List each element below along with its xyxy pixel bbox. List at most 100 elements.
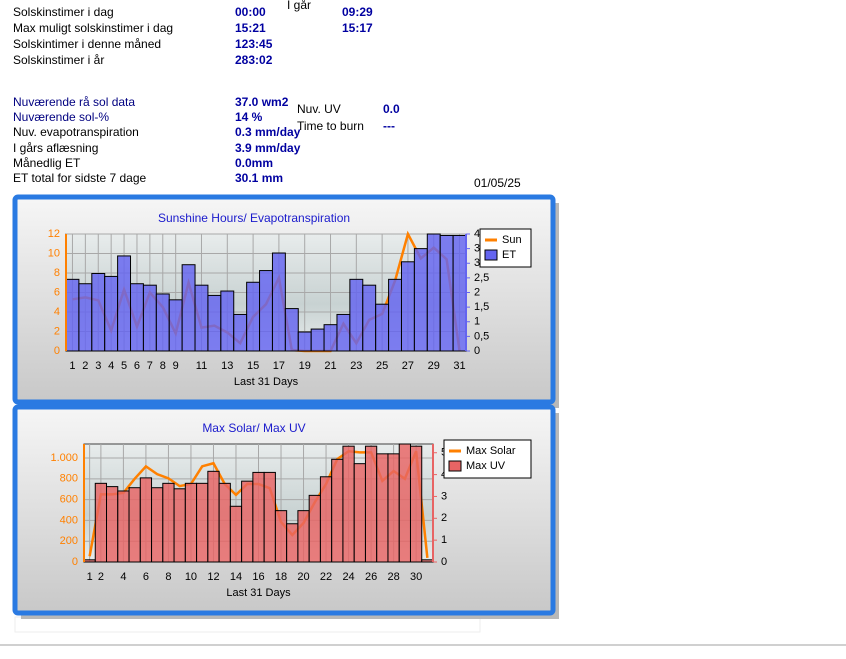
solar-value: 3.9 mm/day — [235, 141, 301, 155]
yesterday-value: 09:29 — [342, 5, 373, 19]
y2-tick-label: 2 — [474, 286, 480, 298]
stat-value: 123:45 — [235, 37, 273, 51]
bar — [106, 486, 119, 563]
x-tick-label: 2 — [98, 571, 104, 583]
legend-label: Max UV — [466, 460, 506, 472]
bar — [184, 482, 198, 563]
bar — [409, 445, 423, 563]
bar — [271, 252, 286, 352]
solar-label: I gårs aflæsning — [13, 141, 98, 155]
x-tick-label: 26 — [365, 571, 377, 583]
stat-value: 15:21 — [235, 21, 266, 35]
x-tick-label: 20 — [297, 571, 309, 583]
solar-label: Nuv. evapotranspiration — [13, 125, 139, 139]
legend-swatch — [484, 249, 498, 261]
bar — [331, 458, 344, 563]
solar-label: Nuværende rå sol data — [13, 95, 135, 109]
bar — [284, 308, 299, 352]
bar — [78, 283, 93, 352]
y-tick-label: 800 — [60, 473, 78, 485]
stat-label: Solskintimer i denne måned — [13, 37, 161, 51]
bar — [94, 482, 108, 563]
y-tick-label: 200 — [60, 535, 78, 547]
y-tick-label: 0 — [72, 556, 78, 568]
bar — [364, 445, 378, 563]
stat-label: Solskinstimer i dag — [13, 5, 114, 19]
bar — [246, 281, 261, 352]
x-tick-label: 10 — [185, 571, 197, 583]
bar — [421, 559, 434, 563]
bar — [297, 331, 312, 352]
legend-label: Max Solar — [466, 445, 516, 457]
bar — [263, 471, 276, 563]
uv-label: Time to burn — [297, 119, 364, 133]
x-tick-label: 8 — [160, 360, 166, 372]
y-tick-label: 400 — [60, 514, 78, 526]
bar — [207, 294, 222, 352]
stat-label: Solskinstimer i år — [13, 53, 104, 67]
x-tick-label: 6 — [143, 571, 149, 583]
x-tick-label: 29 — [428, 360, 440, 372]
x-tick-label: 21 — [324, 360, 336, 372]
x-tick-label: 7 — [147, 360, 153, 372]
x-tick-label: 23 — [350, 360, 362, 372]
bar — [426, 233, 441, 352]
solar-value: 37.0 wm2 — [235, 95, 289, 109]
uv-value: --- — [383, 119, 395, 133]
x-tick-label: 6 — [134, 360, 140, 372]
y-tick-label: 10 — [48, 247, 60, 259]
x-tick-label: 4 — [108, 360, 114, 372]
bar — [155, 293, 170, 352]
uv-label: Nuv. UV — [297, 102, 341, 116]
bar — [218, 482, 231, 563]
bar — [362, 284, 377, 352]
y2-tick-label: 1 — [441, 534, 447, 546]
bar — [104, 275, 119, 352]
x-tick-label: 1 — [87, 571, 93, 583]
date: 01/05/25 — [474, 176, 521, 190]
bar — [233, 313, 248, 352]
x-tick-label: 11 — [196, 360, 207, 372]
y2-tick-label: 3 — [441, 490, 447, 502]
y2-tick-label: 3 — [474, 257, 480, 269]
bar — [274, 510, 288, 563]
legend — [443, 439, 532, 479]
x-tick-label: 16 — [252, 571, 264, 583]
bar — [194, 284, 209, 352]
bar — [130, 283, 144, 352]
x-axis-title: Last 31 Days — [226, 587, 291, 599]
bar — [388, 278, 402, 352]
solar-value: 0.0mm — [235, 156, 273, 170]
bar — [400, 261, 415, 352]
bar — [220, 290, 235, 352]
x-tick-label: 24 — [342, 571, 354, 583]
bar — [310, 328, 325, 352]
bar — [342, 445, 355, 563]
y2-tick-label: 1,5 — [474, 301, 489, 313]
bar — [452, 234, 467, 352]
bar — [128, 487, 141, 563]
y2-tick-label: 1 — [474, 316, 480, 328]
x-tick-label: 12 — [207, 571, 219, 583]
x-tick-label: 18 — [275, 571, 287, 583]
bar — [229, 505, 243, 563]
x-tick-label: 25 — [376, 360, 388, 372]
bar — [241, 480, 254, 563]
x-tick-label: 17 — [273, 360, 285, 372]
bar — [323, 324, 338, 352]
y-tick-label: 1.000 — [50, 452, 78, 464]
solar-value: 14 % — [235, 110, 263, 124]
x-tick-label: 22 — [320, 571, 332, 583]
bar — [297, 510, 310, 563]
bar — [319, 476, 333, 563]
bar — [65, 278, 80, 352]
x-tick-label: 4 — [120, 571, 126, 583]
bar — [308, 494, 321, 563]
bar — [83, 559, 96, 563]
solar-value: 0.3 mm/day — [235, 125, 301, 139]
stat-value: 00:00 — [235, 5, 266, 19]
uv-value: 0.0 — [383, 102, 400, 116]
bar — [117, 490, 130, 563]
bar — [142, 284, 157, 352]
